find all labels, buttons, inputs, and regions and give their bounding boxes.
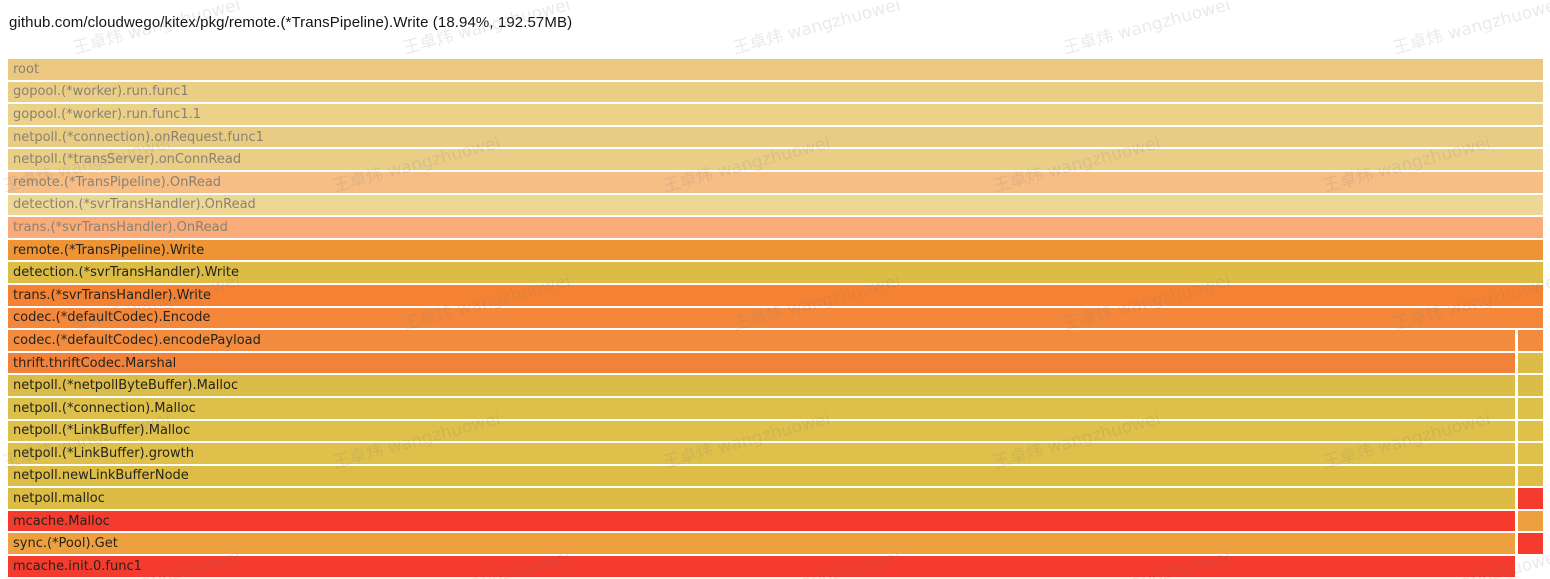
frame-label: netpoll.(*connection).Malloc	[13, 400, 196, 416]
flame-row: gopool.(*worker).run.func1	[8, 81, 1543, 103]
flame-frame[interactable]: mcache.Malloc	[8, 510, 1516, 532]
flame-frame[interactable]: codec.(*defaultCodec).Encode	[8, 307, 1543, 329]
flame-frame-fragment[interactable]	[1517, 510, 1543, 532]
frame-label: remote.(*TransPipeline).Write	[13, 242, 205, 258]
flame-frame[interactable]: remote.(*TransPipeline).OnRead	[8, 171, 1543, 193]
flame-frame-fragment[interactable]	[1517, 533, 1543, 555]
flame-row: netpoll.malloc	[8, 488, 1543, 509]
frame-label: codec.(*defaultCodec).encodePayload	[13, 332, 261, 348]
frame-label: netpoll.(*LinkBuffer).Malloc	[13, 423, 191, 439]
frame-label: sync.(*Pool).Get	[13, 536, 118, 552]
flame-frame[interactable]: netpoll.(*netpollByteBuffer).Malloc	[8, 375, 1516, 396]
frame-label: netpoll.(*connection).onRequest.func1	[13, 129, 264, 145]
frame-label: gopool.(*worker).run.func1	[13, 84, 189, 100]
flame-frame[interactable]: trans.(*svrTransHandler).OnRead	[8, 217, 1543, 238]
frame-label: detection.(*svrTransHandler).Write	[13, 265, 239, 281]
flame-frame[interactable]: gopool.(*worker).run.func1	[8, 81, 1543, 103]
flame-frame-fragment[interactable]	[1517, 420, 1543, 442]
frame-label: mcache.init.0.func1	[13, 558, 142, 574]
flame-frame[interactable]: netpoll.newLinkBufferNode	[8, 465, 1516, 487]
flame-frame[interactable]: netpoll.(*transServer).onConnRead	[8, 149, 1543, 170]
flame-row: mcache.Malloc	[8, 510, 1543, 532]
flame-frame[interactable]: root	[8, 59, 1543, 80]
frame-label: netpoll.newLinkBufferNode	[13, 468, 189, 484]
flame-frame[interactable]: netpoll.(*LinkBuffer).growth	[8, 443, 1516, 464]
flamegraph: root gopool.(*worker).run.func1 gopool.(…	[8, 59, 1543, 579]
frame-label: netpoll.(*LinkBuffer).growth	[13, 445, 194, 461]
flame-frame[interactable]: thrift.thriftCodec.Marshal	[8, 352, 1516, 374]
flame-row: codec.(*defaultCodec).encodePayload	[8, 330, 1543, 351]
frame-label: remote.(*TransPipeline).OnRead	[13, 174, 222, 190]
flame-row: netpoll.(*LinkBuffer).growth	[8, 443, 1543, 464]
frame-label: trans.(*svrTransHandler).Write	[13, 287, 212, 303]
flame-row: netpoll.(*connection).onRequest.func1	[8, 126, 1543, 148]
flame-frame-fragment[interactable]	[1517, 375, 1543, 396]
frame-label: root	[13, 61, 40, 77]
flame-row: netpoll.(*netpollByteBuffer).Malloc	[8, 375, 1543, 396]
flame-row: netpoll.newLinkBufferNode	[8, 465, 1543, 487]
frame-label: mcache.Malloc	[13, 513, 110, 529]
frame-label: netpoll.malloc	[13, 491, 105, 507]
flame-row: netpoll.(*connection).Malloc	[8, 397, 1543, 419]
frame-label: netpoll.(*transServer).onConnRead	[13, 152, 242, 168]
flame-frame[interactable]: sync.(*Pool).Get	[8, 533, 1516, 555]
flame-row: gopool.(*worker).run.func1.1	[8, 104, 1543, 125]
watermark-text: 王卓炜 wangzhuowei	[1060, 0, 1233, 59]
flame-frame-fragment[interactable]	[1517, 330, 1543, 351]
flame-frame[interactable]: trans.(*svrTransHandler).Write	[8, 284, 1543, 306]
flame-row: trans.(*svrTransHandler).Write	[8, 284, 1543, 306]
page-title: github.com/cloudwego/kitex/pkg/remote.(*…	[9, 14, 573, 31]
flame-frame[interactable]: codec.(*defaultCodec).encodePayload	[8, 330, 1516, 351]
flame-frame[interactable]: mcache.init.0.func1	[8, 556, 1516, 577]
flame-frame[interactable]: netpoll.(*connection).onRequest.func1	[8, 126, 1543, 148]
flame-frame[interactable]: remote.(*TransPipeline).Write	[8, 239, 1543, 261]
watermark-text: 王卓炜 wangzhuowei	[1390, 0, 1550, 59]
flame-row: thrift.thriftCodec.Marshal	[8, 352, 1543, 374]
flame-row: detection.(*svrTransHandler).OnRead	[8, 194, 1543, 216]
frame-label: codec.(*defaultCodec).Encode	[13, 310, 211, 326]
flame-row: remote.(*TransPipeline).OnRead	[8, 171, 1543, 193]
flame-row: sync.(*Pool).Get	[8, 533, 1543, 555]
flame-row: netpoll.(*transServer).onConnRead	[8, 149, 1543, 170]
frame-label: gopool.(*worker).run.func1.1	[13, 106, 202, 122]
watermark-text: 王卓炜 wangzhuowei	[730, 0, 903, 59]
flame-frame-fragment[interactable]	[1517, 443, 1543, 464]
flame-row: trans.(*svrTransHandler).OnRead	[8, 217, 1543, 238]
frame-label: detection.(*svrTransHandler).OnRead	[13, 197, 256, 213]
flame-row: detection.(*svrTransHandler).Write	[8, 262, 1543, 283]
flame-frame-fragment[interactable]	[1517, 397, 1543, 419]
flame-row: root	[8, 59, 1543, 80]
flame-frame-fragment[interactable]	[1517, 352, 1543, 374]
flame-frame[interactable]: netpoll.(*connection).Malloc	[8, 397, 1516, 419]
flame-frame[interactable]: gopool.(*worker).run.func1.1	[8, 104, 1543, 125]
flame-row: remote.(*TransPipeline).Write	[8, 239, 1543, 261]
flame-frame[interactable]: detection.(*svrTransHandler).OnRead	[8, 194, 1543, 216]
flame-frame[interactable]: netpoll.(*LinkBuffer).Malloc	[8, 420, 1516, 442]
flame-frame-fragment[interactable]	[1517, 488, 1543, 509]
flame-frame[interactable]: detection.(*svrTransHandler).Write	[8, 262, 1543, 283]
flame-row: netpoll.(*LinkBuffer).Malloc	[8, 420, 1543, 442]
flame-frame-fragment[interactable]	[1517, 465, 1543, 487]
flame-row: mcache.init.0.func1	[8, 556, 1543, 577]
frame-label: trans.(*svrTransHandler).OnRead	[13, 219, 228, 235]
frame-label: netpoll.(*netpollByteBuffer).Malloc	[13, 378, 239, 394]
frame-label: thrift.thriftCodec.Marshal	[13, 355, 177, 371]
flame-row: codec.(*defaultCodec).Encode	[8, 307, 1543, 329]
flame-frame[interactable]: netpoll.malloc	[8, 488, 1516, 509]
